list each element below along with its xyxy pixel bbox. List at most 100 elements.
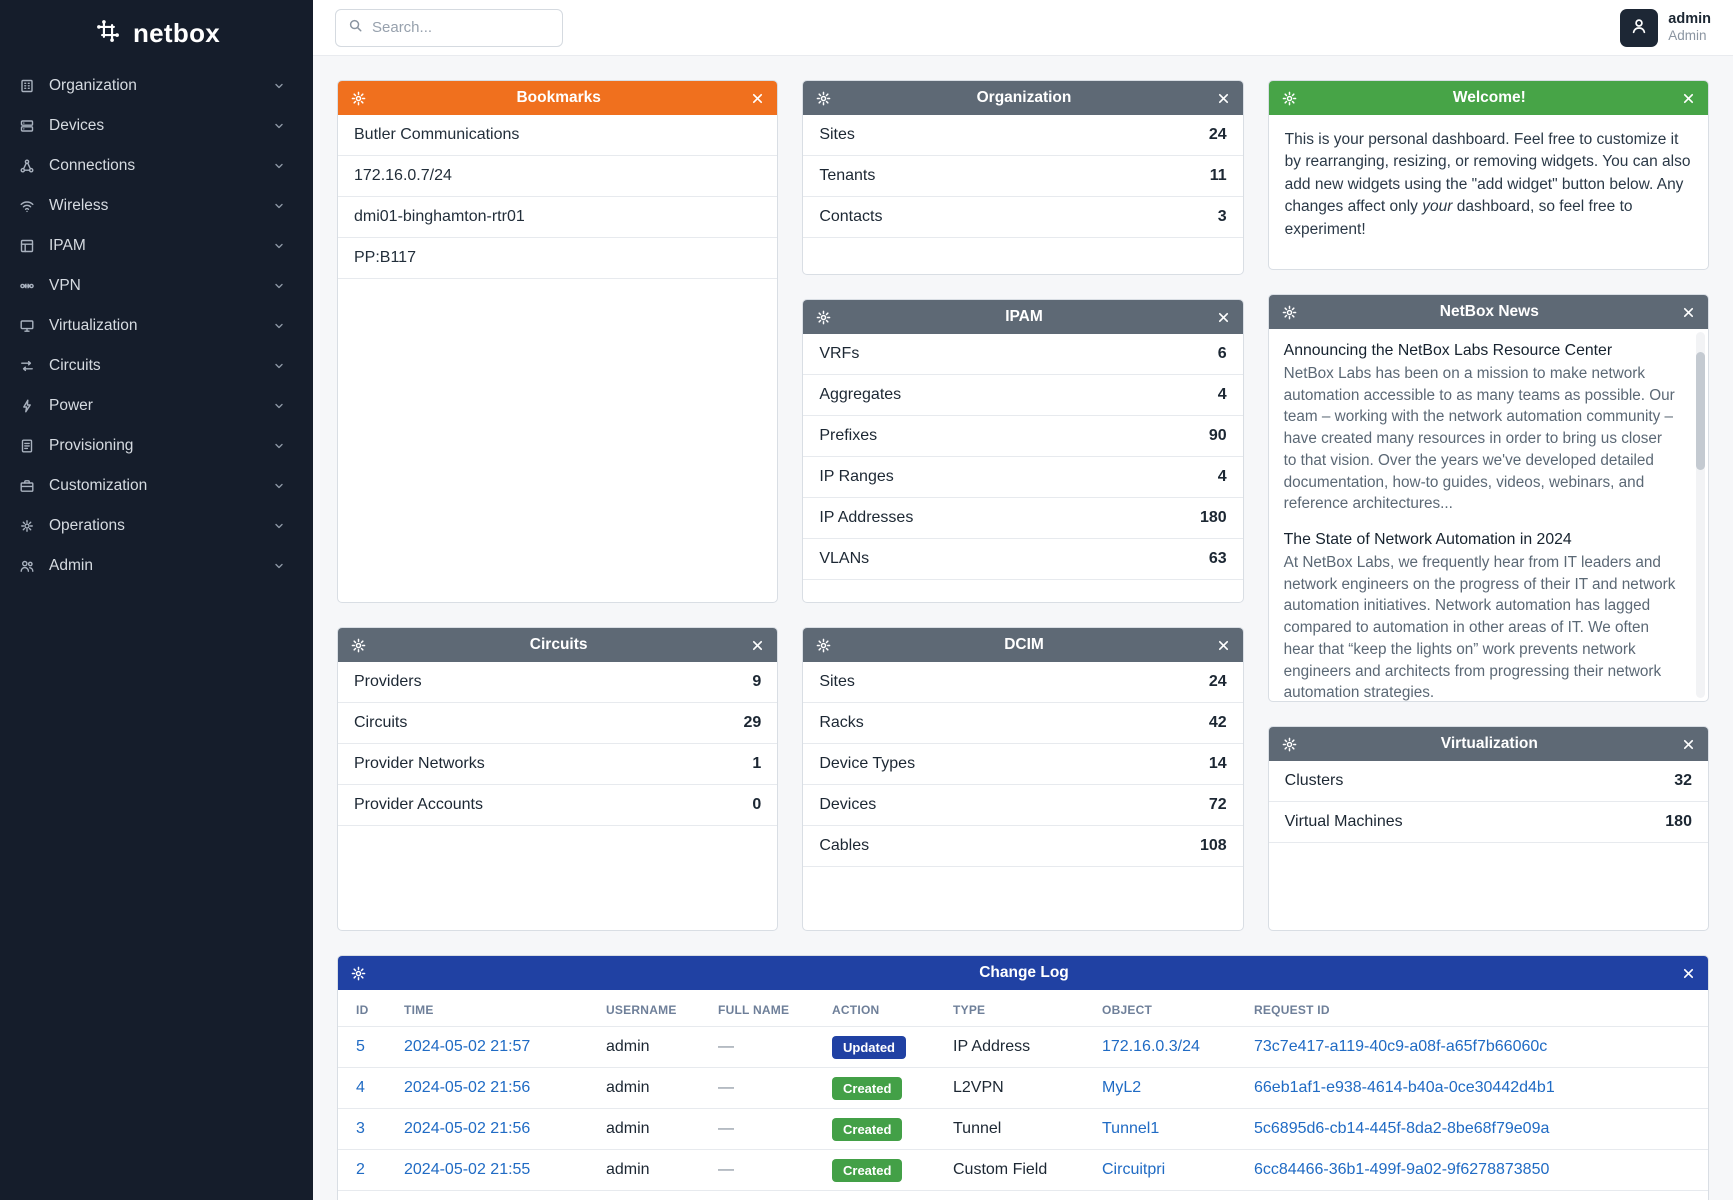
sidebar-item-admin[interactable]: Admin (0, 546, 313, 586)
sidebar-item-circuits[interactable]: Circuits (0, 346, 313, 386)
widget-close-button[interactable] (747, 88, 768, 109)
action-badge: Created (832, 1117, 903, 1141)
changelog-id-link[interactable]: 3 (356, 1120, 365, 1137)
widget-title: Circuits (529, 636, 588, 653)
stat-row: Circuits 29 (338, 703, 778, 744)
stat-row: Prefixes 90 (803, 416, 1243, 457)
sidebar-item-ipam[interactable]: IPAM (0, 226, 313, 266)
changelog-object-link[interactable]: 172.16.0.3/24 (1102, 1038, 1200, 1055)
widget-close-button[interactable] (1678, 302, 1699, 323)
changelog-object-link[interactable]: MyL2 (1102, 1079, 1142, 1096)
user-area: admin Admin (1620, 8, 1711, 47)
stat-value: 42 (1208, 714, 1227, 731)
global-search[interactable] (335, 8, 563, 47)
news-scrollbar-thumb[interactable] (1695, 352, 1705, 470)
stat-label: VLANs (819, 550, 870, 567)
changelog-id-link[interactable]: 5 (356, 1038, 365, 1055)
sidebar-item-operations[interactable]: Operations (0, 506, 313, 546)
bookmark-item[interactable]: PP:B117 (338, 238, 778, 279)
sidebar-item-label: Organization (49, 77, 137, 94)
sidebar-item-vpn[interactable]: VPN (0, 266, 313, 306)
stat-row: VLANs 63 (803, 539, 1243, 580)
changelog-username: admin (606, 1120, 650, 1137)
stat-value: 108 (1199, 837, 1227, 854)
briefcase-icon (18, 477, 36, 495)
col-header-type: TYPE (953, 1003, 986, 1017)
sidebar-item-label: Admin (49, 557, 93, 574)
stat-row: Provider Networks 1 (338, 744, 778, 785)
sidebar-item-virtualization[interactable]: Virtualization (0, 306, 313, 346)
bookmark-item[interactable]: Butler Communications (338, 115, 778, 156)
stat-row: Devices 72 (803, 785, 1243, 826)
changelog-time-link[interactable]: 2024-05-02 21:55 (404, 1161, 531, 1178)
chevron-down-icon (273, 360, 285, 372)
widget-close-button[interactable] (1678, 88, 1699, 109)
sidebar-item-organization[interactable]: Organization (0, 66, 313, 106)
sidebar-item-devices[interactable]: Devices (0, 106, 313, 146)
bookmark-item[interactable]: 172.16.0.7/24 (338, 156, 778, 197)
widget-close-button[interactable] (1213, 307, 1234, 328)
sidebar-item-power[interactable]: Power (0, 386, 313, 426)
changelog-id-link[interactable]: 4 (356, 1079, 365, 1096)
sidebar-item-label: Wireless (49, 197, 109, 214)
stat-value: 63 (1208, 550, 1227, 567)
stat-row: Contacts 3 (803, 197, 1243, 238)
chevron-down-icon (273, 80, 285, 92)
widget-config-button[interactable] (812, 634, 835, 657)
search-input[interactable] (372, 19, 550, 36)
bookmark-item[interactable]: dmi01-binghamton-rtr01 (338, 197, 778, 238)
widget-close-button[interactable] (1213, 88, 1234, 109)
stat-label: Sites (819, 673, 855, 690)
welcome-text: This is your personal dashboard. Feel fr… (1269, 115, 1708, 269)
chevron-down-icon (273, 240, 285, 252)
changelog-request-link[interactable]: 5c6895d6-cb14-445f-8da2-8be68f79e09a (1254, 1120, 1550, 1137)
widget-close-button[interactable] (747, 635, 768, 656)
stat-row: Cables 108 (803, 826, 1243, 867)
chevron-down-icon (273, 400, 285, 412)
widget-config-button[interactable] (347, 962, 370, 985)
virtualization-widget-header: Virtualization (1268, 727, 1708, 761)
ipam-widget-header: IPAM (803, 300, 1243, 334)
stat-value: 180 (1665, 813, 1692, 830)
widget-close-button[interactable] (1213, 635, 1234, 656)
widget-config-button[interactable] (812, 87, 835, 110)
widget-config-button[interactable] (347, 634, 370, 657)
sidebar-item-provisioning[interactable]: Provisioning (0, 426, 313, 466)
changelog-object-link[interactable]: Tunnel1 (1102, 1120, 1160, 1137)
changelog-request-link[interactable]: 6cc84466-36b1-499f-9a02-9f6278873850 (1254, 1161, 1550, 1178)
widget-close-button[interactable] (1678, 963, 1699, 984)
changelog-time-link[interactable]: 2024-05-02 21:56 (404, 1120, 531, 1137)
changelog-object-link[interactable]: Circuitpri (1102, 1161, 1166, 1178)
changelog-request-link[interactable]: 66eb1af1-e938-4614-b40a-0ce30442d4b1 (1254, 1079, 1555, 1096)
organization-stats: Sites 24 Tenants 11 Contacts 3 (803, 115, 1243, 274)
search-icon (348, 18, 363, 38)
changelog-request-link[interactable]: 73c7e417-a119-40c9-a08f-a65f7b66060c (1254, 1038, 1548, 1055)
widget-config-button[interactable] (1278, 733, 1301, 756)
col-header-id: ID (356, 1003, 369, 1017)
virtualization-widget: Virtualization Clusters 32 Virtual (1267, 726, 1709, 931)
sidebar-item-connections[interactable]: Connections (0, 146, 313, 186)
widget-config-button[interactable] (1278, 87, 1301, 110)
changelog-time-link[interactable]: 2024-05-02 21:57 (404, 1038, 531, 1055)
news-title-link[interactable]: The State of Network Automation in 2024 (1283, 531, 1572, 549)
widget-config-button[interactable] (1278, 301, 1301, 324)
user-menu-button[interactable] (1620, 8, 1659, 47)
col-header-action: ACTION (832, 1003, 880, 1017)
sidebar-item-wireless[interactable]: Wireless (0, 186, 313, 226)
changelog-time-link[interactable]: 2024-05-02 21:56 (404, 1079, 531, 1096)
widget-close-button[interactable] (1678, 734, 1699, 755)
news-item: Announcing the NetBox Labs Resource Cent… (1284, 342, 1678, 515)
chevron-down-icon (273, 440, 285, 452)
netbox-logo[interactable]: netbox (0, 0, 313, 66)
widget-config-button[interactable] (812, 306, 835, 329)
sidebar-item-customization[interactable]: Customization (0, 466, 313, 506)
stat-label: Contacts (819, 208, 883, 225)
chevron-down-icon (273, 280, 285, 292)
widget-config-button[interactable] (347, 87, 370, 110)
welcome-text-part1: This is your personal dashboard. Feel fr… (1284, 131, 1691, 216)
changelog-id-link[interactable]: 2 (356, 1161, 365, 1178)
sidebar-item-label: Circuits (49, 357, 101, 374)
news-title-link[interactable]: Announcing the NetBox Labs Resource Cent… (1283, 342, 1613, 359)
user-meta[interactable]: admin Admin (1668, 10, 1711, 45)
widget-title: Virtualization (1440, 735, 1538, 752)
